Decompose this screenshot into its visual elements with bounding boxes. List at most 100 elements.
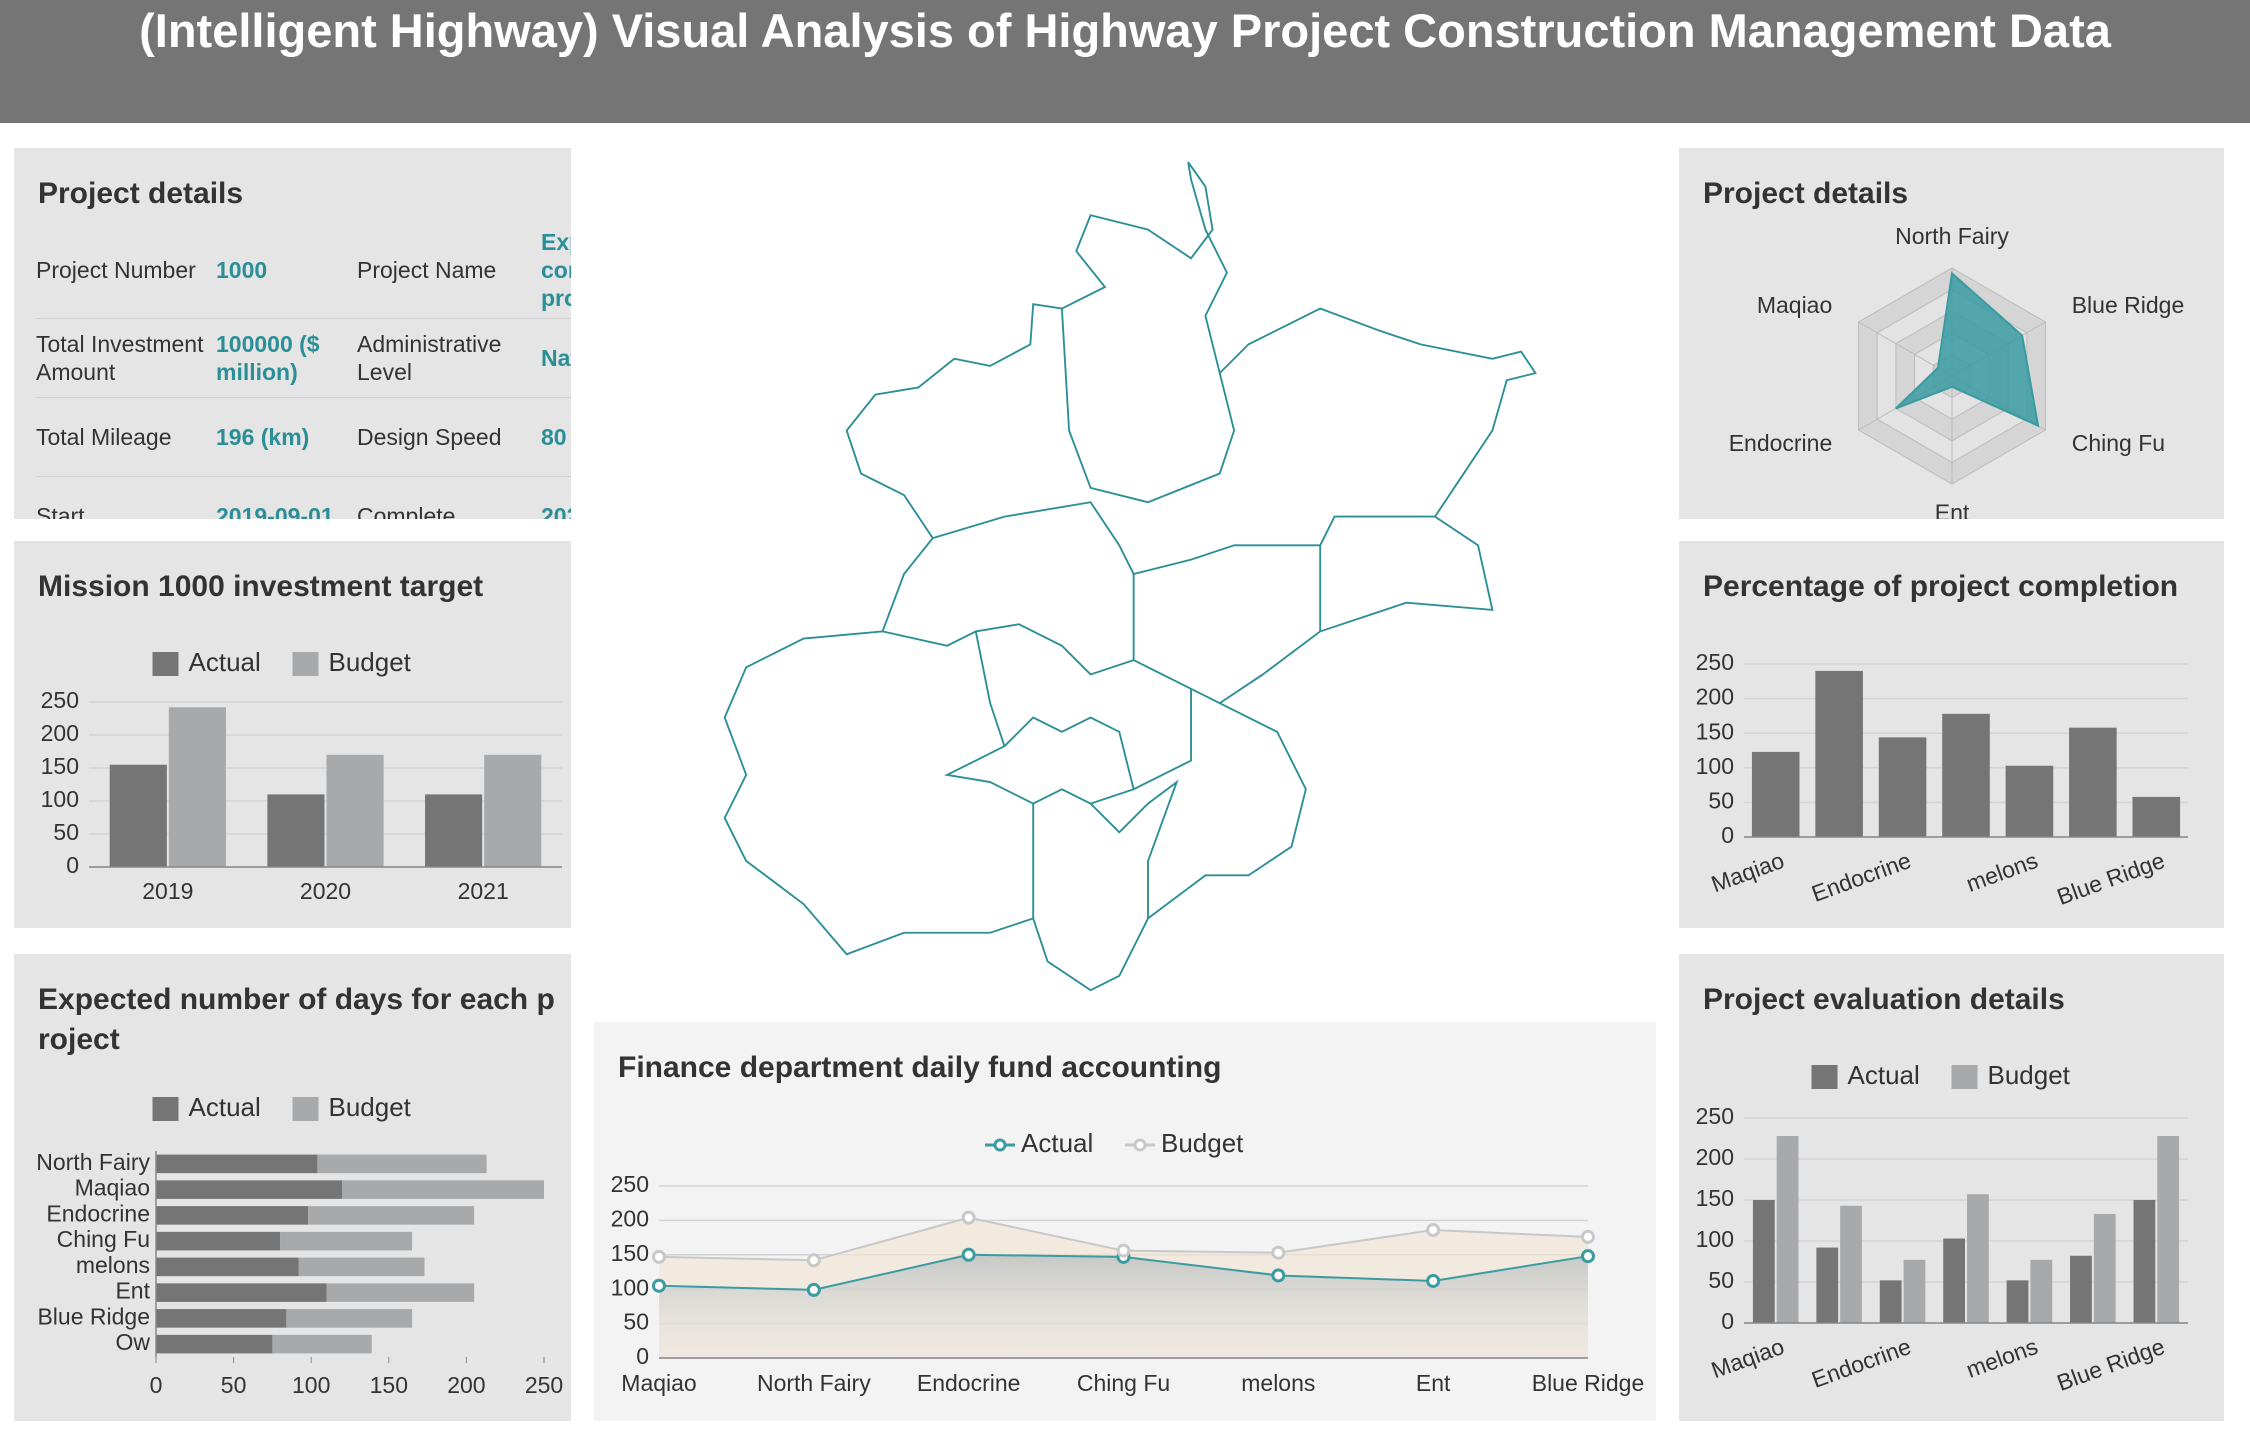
label-cell: Design Speed — [357, 397, 541, 477]
panel-title: Project details — [1703, 177, 1909, 210]
value-cell: 80 (km/h) — [541, 397, 571, 477]
panel-title: Project evaluation details — [1703, 983, 2065, 1016]
chart: Actual Budget 0 50 100 150 200 250 North FairyMa… — [36, 1092, 563, 1398]
y-tick-label: 250 — [1696, 1103, 1734, 1129]
x-tick-label: Blue Ridge — [2053, 847, 2168, 910]
point — [1426, 1223, 1441, 1238]
y-tick-label: 50 — [1708, 1267, 1734, 1293]
chart-panel: Project details North Fairy Blue Ridge Chi… — [1679, 148, 2224, 519]
y-tick-label: North Fairy — [36, 1149, 150, 1175]
panel-title: Project details — [38, 177, 244, 210]
bar — [425, 794, 483, 867]
x-tick-label: Maqiao — [621, 1370, 696, 1396]
y-tick-label: 0 — [636, 1343, 649, 1369]
bar — [1879, 1280, 1902, 1323]
legend-swatch — [152, 652, 179, 676]
chart: 0 50 100 150 200 250 Actual Budget Maqiao Endocri… — [1696, 1060, 2188, 1396]
bar — [156, 1154, 318, 1174]
point — [1426, 1273, 1441, 1288]
legend-swatch — [292, 652, 319, 676]
legend-label: Actual — [1021, 1128, 1093, 1158]
table-row: Start 2019-09-01 Complete 2021-12-31 — [36, 477, 571, 519]
bar — [2070, 1255, 2092, 1323]
x-tick-label: Blue Ridge — [2053, 1333, 2168, 1396]
point — [652, 1278, 666, 1293]
x-tick-label: 200 — [447, 1372, 485, 1398]
point — [1116, 1243, 1131, 1258]
indicator-label: Endocrine — [1729, 430, 1833, 456]
y-tick-label: 100 — [41, 786, 79, 812]
chart: North Fairy Blue Ridge Ching Fu Ent Endocrin… — [1729, 223, 2185, 519]
x-tick-label: 50 — [221, 1372, 247, 1398]
label-cell: Start — [36, 503, 85, 519]
x-tick-label: Maqiao — [1708, 1333, 1788, 1383]
bar — [168, 707, 226, 867]
bar — [2132, 796, 2181, 837]
x-tick-label: 250 — [525, 1372, 563, 1398]
chart-panel: Finance department daily fund accounting… — [594, 1022, 1656, 1421]
radar-axis — [1858, 321, 1953, 377]
label-cell: Total Investment Amount — [36, 318, 216, 398]
x-tick-label: Ent — [1416, 1370, 1451, 1396]
bar — [156, 1231, 281, 1251]
table-row: Total Investment Amount 100000 ($ million… — [36, 318, 571, 398]
y-tick-label: Ow — [116, 1329, 151, 1355]
bar — [2005, 765, 2054, 837]
label-cell: Project Number — [36, 222, 216, 319]
bar — [298, 1257, 425, 1277]
bar — [280, 1231, 413, 1251]
legend-swatch — [292, 1097, 319, 1121]
y-tick-label: 100 — [1696, 1226, 1734, 1252]
bar — [267, 794, 325, 867]
bar — [326, 1283, 475, 1302]
bar — [484, 754, 542, 867]
legend-label: Actual — [1848, 1060, 1920, 1090]
x-tick-label: 2019 — [142, 878, 193, 904]
x-tick-label: Maqiao — [1708, 847, 1788, 897]
panel-title: Percentage of project completion — [1703, 570, 2179, 603]
point — [1581, 1229, 1595, 1244]
bar — [156, 1283, 327, 1302]
bar — [2133, 1200, 2156, 1323]
bar — [156, 1309, 287, 1328]
x-tick-label: North Fairy — [757, 1370, 871, 1396]
y-tick-label: 100 — [1696, 753, 1734, 779]
chart: 0 50 100 150 200 250 Maqiao Endocrine melons Blue… — [1696, 649, 2188, 910]
bar — [342, 1180, 544, 1199]
x-tick-label: 150 — [370, 1372, 408, 1398]
x-tick-label: melons — [1963, 1333, 2042, 1383]
chart: 0 50 100 150 200 250 Actual Budget Maqiao North F… — [611, 1128, 1645, 1396]
indicator-label: North Fairy — [1895, 223, 2009, 249]
y-tick-label: 250 — [41, 687, 79, 713]
area — [659, 1254, 1588, 1358]
point — [652, 1249, 666, 1264]
y-tick-label: melons — [76, 1252, 150, 1278]
y-tick-label: 250 — [611, 1171, 649, 1197]
point — [961, 1210, 976, 1225]
bar — [2069, 727, 2117, 837]
y-tick-label: Maqiao — [75, 1175, 150, 1201]
legend-label: Budget — [329, 647, 412, 677]
y-tick-label: 0 — [1721, 822, 1734, 848]
y-tick-label: 200 — [1696, 1144, 1734, 1170]
bar — [156, 1257, 299, 1277]
value-cell: 1000 — [216, 222, 357, 319]
y-tick-label: 50 — [1708, 787, 1734, 813]
bar — [1816, 1247, 1839, 1323]
label-cell: Complete — [357, 503, 456, 519]
y-tick-label: 50 — [623, 1309, 649, 1335]
chart-panel: Percentage of project completion 0 50 100 1… — [1679, 541, 2224, 928]
point — [806, 1282, 821, 1297]
y-tick-label: 150 — [611, 1240, 649, 1266]
header: (Intelligent Highway) Visual Analysis of… — [0, 0, 2250, 123]
value-cell: 2019-09-01 — [216, 503, 334, 519]
point — [1271, 1268, 1286, 1283]
label-cell: Project Name — [357, 222, 541, 319]
bar — [2006, 1280, 2029, 1323]
label-cell: Administrative Level — [357, 318, 541, 398]
page-title: (Intelligent Highway) Visual Analysis of… — [139, 4, 2111, 57]
bar — [272, 1334, 372, 1354]
